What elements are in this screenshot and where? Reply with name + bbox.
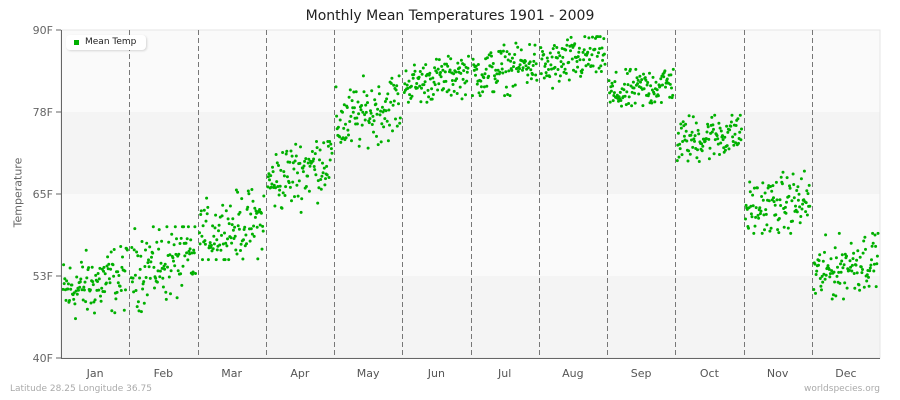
y-tick-label: 65F	[33, 188, 53, 201]
x-tick-label: Sep	[631, 367, 652, 380]
legend[interactable]: Mean Temp	[66, 35, 147, 50]
chart-title: Monthly Mean Temperatures 1901 - 2009	[305, 8, 595, 24]
grid-band	[61, 30, 880, 112]
y-tick-label: 40F	[33, 352, 53, 365]
x-tick-label: Dec	[835, 367, 856, 380]
x-tick-label: Jun	[427, 367, 445, 380]
y-tick-label: 53F	[33, 270, 53, 283]
x-tick-label: May	[357, 367, 380, 380]
x-tick-label: Oct	[700, 367, 720, 380]
x-tick-label: Aug	[562, 367, 583, 380]
x-tick-label: Feb	[154, 367, 173, 380]
y-tick-label: 78F	[33, 106, 53, 119]
x-tick-label: Mar	[221, 367, 242, 380]
grid-band	[61, 112, 880, 194]
source-link[interactable]: worldspecies.org	[803, 384, 880, 394]
x-tick-label: Apr	[290, 367, 310, 380]
y-tick-label: 90F	[33, 24, 53, 37]
data-points	[61, 35, 880, 321]
location-caption: Latitude 28.25 Longitude 36.75	[10, 384, 152, 394]
grid-band	[61, 276, 880, 358]
legend-label: Mean Temp	[85, 37, 137, 47]
x-tick-label: Nov	[767, 367, 789, 380]
x-tick-label: Jul	[497, 367, 511, 380]
x-tick-label: Jan	[86, 367, 104, 380]
grid-band	[61, 194, 880, 276]
legend-swatch-icon	[74, 39, 79, 45]
